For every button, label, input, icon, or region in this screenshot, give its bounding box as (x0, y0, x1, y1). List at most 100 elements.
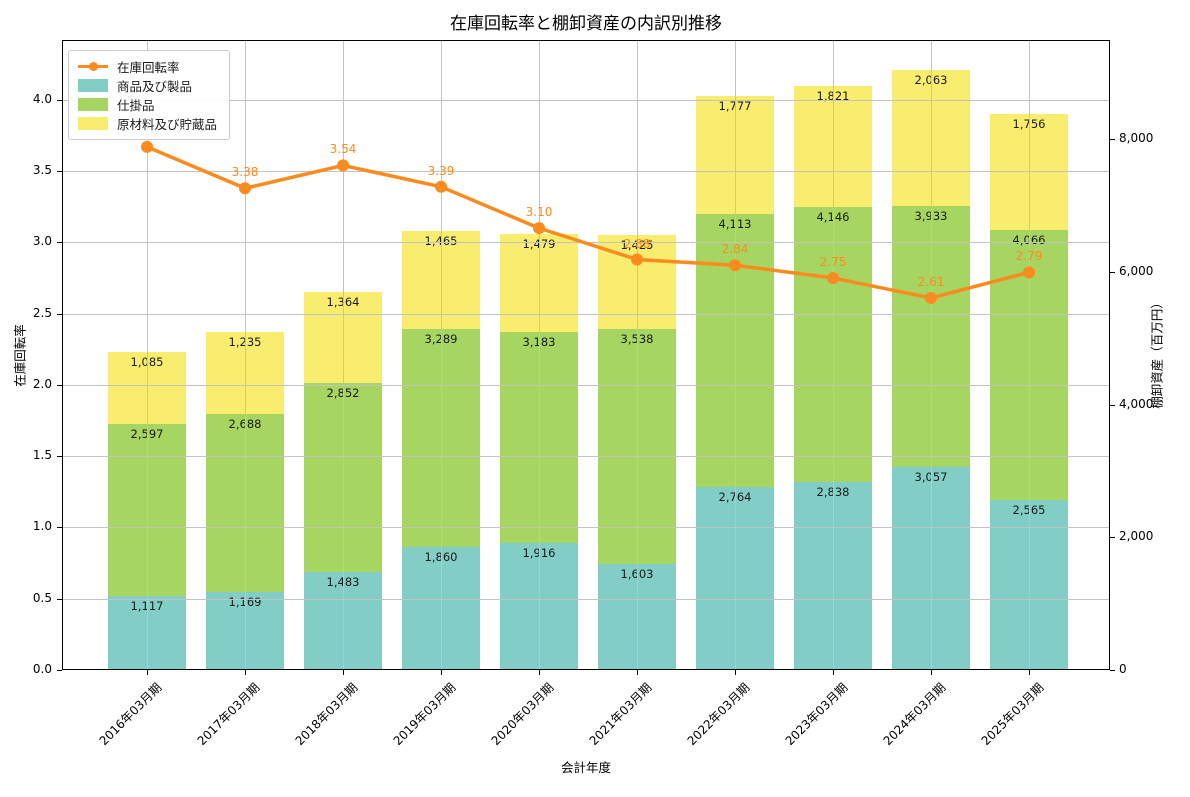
x-tick-label: 2018年03月期 (292, 680, 361, 749)
line-value-label: 3.39 (427, 163, 455, 178)
gridline-horizontal (62, 456, 1110, 458)
bottom-tick-mark (833, 670, 834, 675)
left-tick-mark (57, 384, 62, 386)
left-tick-mark (57, 242, 62, 244)
chart-title: 在庫回転率と棚卸資産の内訳別推移 (450, 14, 722, 34)
left-tick-label: 4.0 (32, 91, 52, 106)
x-tick-label: 2017年03月期 (194, 680, 263, 749)
legend-label: 原材料及び貯蔵品 (117, 117, 218, 132)
left-tick-label: 3.0 (32, 234, 52, 249)
bottom-tick-mark (441, 670, 442, 675)
bottom-tick-mark (931, 670, 932, 675)
bottom-tick-mark (343, 670, 344, 675)
line-marker (239, 182, 251, 195)
line-value-label: 2.88 (623, 236, 651, 251)
line-value-label: 3.10 (525, 205, 553, 220)
green-swatch-icon (78, 98, 108, 111)
bottom-tick-mark (637, 670, 638, 675)
teal-swatch-icon (78, 79, 108, 92)
right-tick-mark (1110, 272, 1115, 274)
left-tick-label: 2.5 (32, 305, 52, 320)
gridline-vertical (637, 40, 638, 670)
left-tick-label: 0.0 (32, 662, 52, 676)
gridline-vertical (539, 40, 540, 670)
left-tick-label: 0.5 (32, 590, 52, 605)
bottom-tick-mark (735, 670, 736, 675)
right-tick-mark (1110, 139, 1115, 141)
x-tick-label: 2021年03月期 (586, 680, 655, 749)
left-tick-label: 3.5 (32, 163, 52, 178)
line-marker (631, 253, 643, 266)
line-marker (729, 259, 741, 272)
right-tick-mark (1110, 537, 1115, 539)
line-marker (827, 272, 839, 285)
gridline-vertical (735, 40, 736, 670)
turnover-line (141, 140, 1035, 304)
line-marker (337, 159, 349, 172)
right-tick-label: 8,000 (1119, 131, 1154, 146)
bottom-tick-mark (245, 670, 246, 675)
x-axis-title: 会計年度 (560, 760, 611, 775)
line-value-label: 2.75 (819, 255, 847, 270)
right-tick-label: 2,000 (1119, 529, 1154, 544)
left-tick-label: 1.0 (32, 519, 52, 534)
x-tick-label: 2019年03月期 (390, 680, 459, 749)
x-tick-label: 2020年03月期 (488, 680, 557, 749)
x-tick-label: 2024年03月期 (880, 680, 949, 749)
left-tick-mark (57, 670, 62, 671)
gridline-vertical (1029, 40, 1030, 670)
legend-item-raw-materials: 原材料及び貯蔵品 (78, 114, 217, 133)
gridline-vertical (441, 40, 442, 670)
legend-label: 在庫回転率 (117, 60, 180, 75)
left-tick-label: 2.0 (32, 376, 52, 391)
plot-area: 1,1172,5971,0851,1692,6881,2351,4832,852… (62, 40, 1110, 670)
line-value-label: 2.61 (917, 274, 945, 289)
gridline-horizontal (62, 313, 1110, 315)
gridline-vertical (931, 40, 932, 670)
line-marker (435, 180, 447, 193)
line-value-label: 2.84 (721, 242, 749, 257)
line-marker-sample-icon (78, 61, 108, 71)
left-tick-mark (57, 527, 62, 529)
legend-item-turnover: 在庫回転率 (78, 57, 217, 76)
bottom-tick-mark (539, 670, 540, 675)
gridline-vertical (343, 40, 344, 670)
bottom-tick-mark (1029, 670, 1030, 675)
right-tick-mark (1110, 404, 1115, 406)
left-tick-mark (57, 99, 62, 101)
right-axis-title: 棚卸資産（百万円） (1149, 296, 1165, 409)
x-tick-label: 2022年03月期 (684, 680, 753, 749)
x-tick-label: 2016年03月期 (96, 680, 165, 749)
legend-label: 商品及び製品 (117, 79, 193, 94)
right-tick-label: 4,000 (1119, 396, 1154, 411)
line-marker (1023, 266, 1035, 279)
gridline-vertical (147, 40, 148, 670)
left-tick-mark (57, 171, 62, 173)
turnover-line-path (146, 145, 1030, 300)
legend-item-wip: 仕掛品 (78, 95, 217, 114)
left-tick-mark (57, 313, 62, 315)
yellow-swatch-icon (78, 117, 108, 130)
left-axis-title: 在庫回転率 (12, 324, 28, 387)
line-value-label: 2.79 (1015, 249, 1043, 264)
gridline-horizontal (62, 384, 1110, 386)
gridline-horizontal (62, 99, 1110, 101)
gridline-horizontal (62, 598, 1110, 600)
left-tick-label: 1.5 (32, 448, 52, 463)
legend: 在庫回転率 商品及び製品 仕掛品 原材料及び貯蔵品 (68, 50, 231, 140)
line-marker (925, 291, 937, 304)
bottom-tick-mark (147, 670, 148, 675)
legend-label: 仕掛品 (117, 98, 155, 113)
line-value-label: 3.54 (329, 142, 357, 157)
right-tick-label: 6,000 (1119, 264, 1154, 279)
line-marker (533, 222, 545, 235)
right-tick-label: 0 (1119, 662, 1127, 676)
legend-item-products: 商品及び製品 (78, 76, 217, 95)
right-tick-mark (1110, 670, 1115, 671)
gridline-vertical (833, 40, 834, 670)
x-tick-label: 2025年03月期 (978, 680, 1047, 749)
gridline-horizontal (62, 171, 1110, 173)
left-tick-mark (57, 598, 62, 600)
x-tick-label: 2023年03月期 (782, 680, 851, 749)
